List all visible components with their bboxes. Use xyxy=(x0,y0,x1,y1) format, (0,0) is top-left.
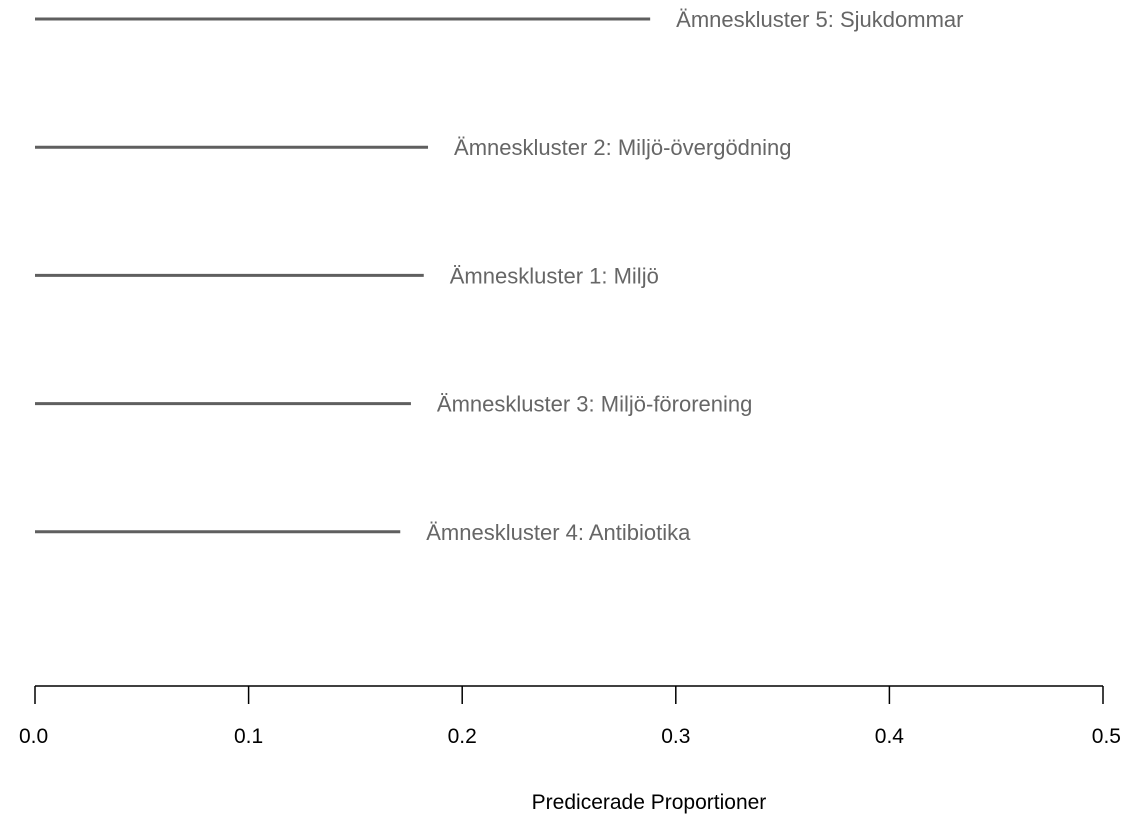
bar-label: Ämneskluster 2: Miljö-övergödning xyxy=(454,135,792,160)
x-axis: 0.0 0.1 0.2 0.3 0.4 0.5 xyxy=(19,685,1121,748)
bar-label: Ämneskluster 3: Miljö-förorening xyxy=(437,392,752,417)
bar-label: Ämneskluster 4: Antibiotika xyxy=(426,520,691,545)
bar-label: Ämneskluster 5: Sjukdommar xyxy=(676,7,963,32)
x-tick-label: 0.4 xyxy=(875,725,905,748)
x-axis-ticks: 0.0 0.1 0.2 0.3 0.4 0.5 xyxy=(19,686,1121,748)
x-tick-label: 0.1 xyxy=(234,725,263,748)
bar-group: Ämneskluster 5: Sjukdommar Ämneskluster 2… xyxy=(35,7,963,545)
x-tick-label: 0.0 xyxy=(19,725,48,748)
x-tick-label: 0.5 xyxy=(1092,725,1121,748)
x-tick-label: 0.3 xyxy=(661,725,690,748)
bar-label: Ämneskluster 1: Miljö xyxy=(450,263,659,288)
x-axis-title: Predicerade Proportioner xyxy=(532,791,767,814)
x-tick-label: 0.2 xyxy=(448,725,477,748)
